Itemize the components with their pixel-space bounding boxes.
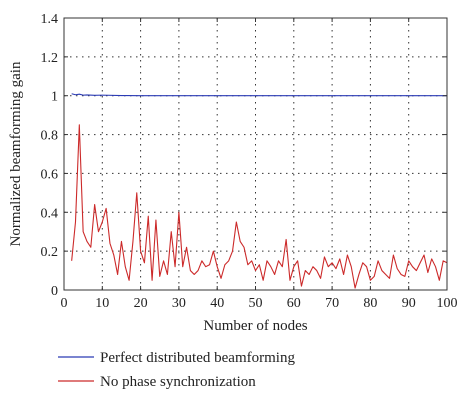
x-tick-label: 40 xyxy=(210,296,224,311)
x-axis-label: Number of nodes xyxy=(203,318,307,334)
y-tick-label: 0 xyxy=(51,284,58,299)
x-tick-label: 90 xyxy=(402,296,416,311)
y-tick-label: 1.2 xyxy=(41,51,59,66)
plot-frame xyxy=(63,17,448,291)
y-tick-label: 0.2 xyxy=(41,245,59,260)
x-tick-label: 10 xyxy=(95,296,109,311)
y-tick-label: 1.4 xyxy=(41,12,59,27)
legend: Perfect distributed beamforming No phase… xyxy=(58,350,295,390)
x-tick-label: 70 xyxy=(325,296,339,311)
y-axis-label: Normalized beamforming gain xyxy=(8,61,24,246)
legend-label-perfect: Perfect distributed beamforming xyxy=(100,350,295,366)
x-tick-label: 0 xyxy=(61,296,68,311)
x-tick-label: 30 xyxy=(172,296,186,311)
plot-series xyxy=(71,93,448,289)
x-tick-label: 20 xyxy=(134,296,148,311)
x-tick-label: 50 xyxy=(249,296,263,311)
x-tick-label: 60 xyxy=(287,296,301,311)
x-tick-label: 100 xyxy=(437,296,458,311)
series-perfect-beamforming xyxy=(71,93,447,97)
y-tick-label: 0.4 xyxy=(41,206,59,221)
x-tick-label: 80 xyxy=(363,296,377,311)
legend-label-no-sync: No phase synchronization xyxy=(100,374,256,390)
ticks xyxy=(63,17,448,291)
tick-labels: 0 10 20 30 40 50 60 70 80 90 100 0 0.2 0.4 0.6 0.8 1 1.2 1… xyxy=(41,12,458,311)
y-tick-label: 0.6 xyxy=(41,167,59,182)
grid xyxy=(64,18,447,290)
y-tick-label: 0.8 xyxy=(41,129,59,144)
y-tick-label: 1 xyxy=(51,90,58,105)
series-no-phase-sync xyxy=(71,124,448,289)
